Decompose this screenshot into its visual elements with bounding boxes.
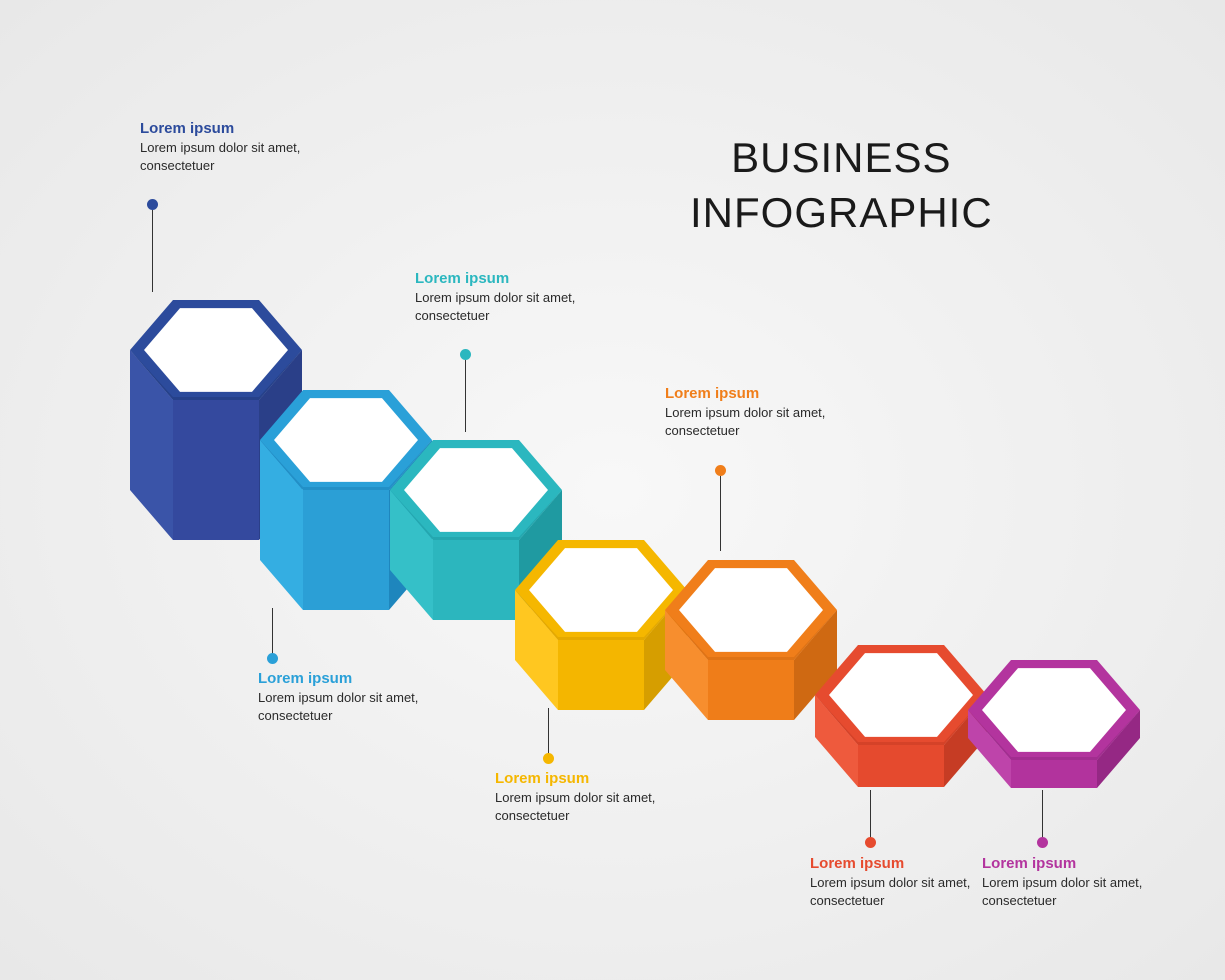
pin-dot-icon xyxy=(865,837,876,848)
label-step-3: Lorem ipsum Lorem ipsum dolor sit amet, c… xyxy=(415,270,585,324)
pin-line xyxy=(1042,790,1043,842)
infographic-stage: Lorem ipsumLorem ipsum dolor sit amet, c… xyxy=(0,0,1225,980)
label-body: Lorem ipsum dolor sit amet, consectetuer xyxy=(415,289,585,324)
label-body: Lorem ipsum dolor sit amet, consectetuer xyxy=(810,874,980,909)
label-hdr: Lorem ipsum xyxy=(982,855,1152,872)
label-step-2: Lorem ipsum Lorem ipsum dolor sit amet, c… xyxy=(258,670,428,724)
pin-line xyxy=(152,210,153,292)
label-body: Lorem ipsum dolor sit amet, consectetuer xyxy=(982,874,1152,909)
label-body: Lorem ipsum dolor sit amet, consectetuer xyxy=(140,139,310,174)
hex-step-6 xyxy=(815,645,987,792)
label-step-1: Lorem ipsum Lorem ipsum dolor sit amet, c… xyxy=(140,120,310,174)
label-body: Lorem ipsum dolor sit amet, consectetuer xyxy=(495,789,665,824)
pin-line xyxy=(870,790,871,842)
label-hdr: Lorem ipsum xyxy=(665,385,835,402)
label-hdr: Lorem ipsum xyxy=(495,770,665,787)
pin-dot-icon xyxy=(715,465,726,476)
label-body: Lorem ipsum dolor sit amet, consectetuer xyxy=(258,689,428,724)
pin-line xyxy=(720,476,721,551)
label-hdr: Lorem ipsum xyxy=(810,855,980,872)
pin-dot-icon xyxy=(267,653,278,664)
pin-line xyxy=(548,708,549,758)
pin-line xyxy=(465,360,466,432)
label-hdr: Lorem ipsum xyxy=(258,670,428,687)
hex-step-4 xyxy=(515,540,687,715)
pin-dot-icon xyxy=(460,349,471,360)
label-step-7: Lorem ipsum Lorem ipsum dolor sit amet, c… xyxy=(982,855,1152,909)
label-hdr: Lorem ipsum xyxy=(140,120,310,137)
label-hdr: Lorem ipsum xyxy=(415,270,585,287)
label-step-5: Lorem ipsum Lorem ipsum dolor sit amet, c… xyxy=(665,385,835,439)
pin-dot-icon xyxy=(147,199,158,210)
label-step-6: Lorem ipsum Lorem ipsum dolor sit amet, c… xyxy=(810,855,980,909)
pin-dot-icon xyxy=(1037,837,1048,848)
pin-line xyxy=(272,608,273,658)
hex-step-7 xyxy=(968,660,1140,793)
pin-dot-icon xyxy=(543,753,554,764)
label-step-4: Lorem ipsum Lorem ipsum dolor sit amet, c… xyxy=(495,770,665,824)
hex-step-5 xyxy=(665,560,837,725)
label-body: Lorem ipsum dolor sit amet, consectetuer xyxy=(665,404,835,439)
